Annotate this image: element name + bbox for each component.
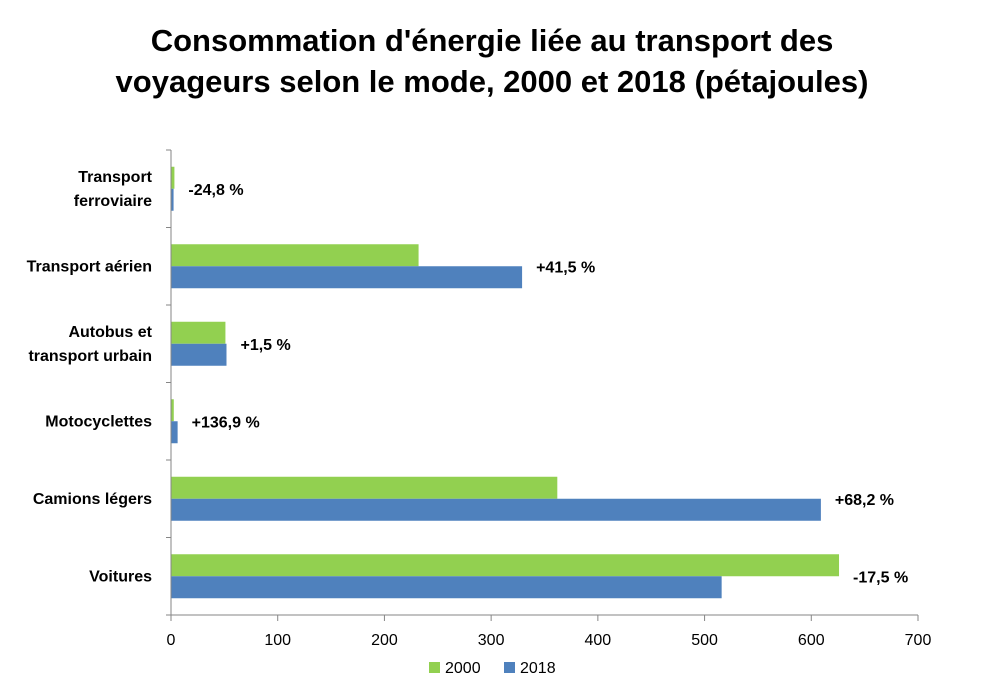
change-label-3: +136,9 %	[192, 414, 260, 431]
bar-2000-0	[171, 166, 175, 189]
x-tick-label-0: 0	[167, 632, 176, 649]
x-tick-label-7: 700	[905, 632, 932, 649]
legend: 2000 2018	[429, 660, 556, 677]
chart-title-line-2: voyageurs selon le mode, 2000 et 2018 (p…	[115, 64, 869, 99]
bar-2018-1	[171, 266, 523, 289]
labels-group: Transport ferroviaire -24,8 % Transport aér…	[27, 169, 909, 587]
x-tick-label-4: 400	[585, 632, 612, 649]
category-label-3-0: Motocyclettes	[45, 413, 152, 430]
x-tick-label-5: 500	[691, 632, 718, 649]
bar-2018-5	[171, 576, 722, 599]
change-label-5: -17,5 %	[853, 569, 908, 586]
legend-swatch-2000	[429, 662, 440, 673]
bar-2018-2	[171, 343, 227, 366]
bar-2000-2	[171, 321, 226, 344]
axes-group: 0 100 200 300 400 500 600 700	[166, 149, 932, 649]
category-label-2-0: Autobus et	[68, 324, 152, 341]
legend-swatch-2018	[504, 662, 515, 673]
bar-2018-3	[171, 421, 178, 444]
category-label-5-0: Voitures	[89, 568, 152, 585]
bar-2000-3	[171, 399, 174, 422]
chart-title: Consommation d'énergie liée au transport…	[0, 20, 984, 102]
legend-label-2018: 2018	[520, 660, 556, 677]
x-tick-label-2: 200	[371, 632, 398, 649]
category-label-4-0: Camions légers	[33, 491, 152, 508]
x-tick-label-6: 600	[798, 632, 825, 649]
category-label-1-0: Transport aérien	[27, 258, 152, 275]
bar-2000-5	[171, 554, 840, 577]
x-tick-label-1: 100	[264, 632, 291, 649]
bar-2018-0	[171, 188, 174, 211]
category-label-2-1: transport urbain	[28, 348, 152, 365]
chart-title-line-1: Consommation d'énergie liée au transport…	[150, 23, 834, 58]
category-label-0-1: ferroviaire	[74, 193, 152, 210]
bar-2000-1	[171, 244, 419, 267]
change-label-0: -24,8 %	[188, 182, 243, 199]
x-tick-label-3: 300	[478, 632, 505, 649]
category-label-0-0: Transport	[78, 169, 152, 186]
legend-label-2000: 2000	[445, 660, 481, 677]
change-label-4: +68,2 %	[835, 492, 894, 509]
bar-2000-4	[171, 476, 558, 499]
change-label-2: +1,5 %	[240, 337, 290, 354]
bars-group	[171, 166, 840, 599]
bar-2018-4	[171, 498, 821, 521]
change-label-1: +41,5 %	[536, 259, 595, 276]
